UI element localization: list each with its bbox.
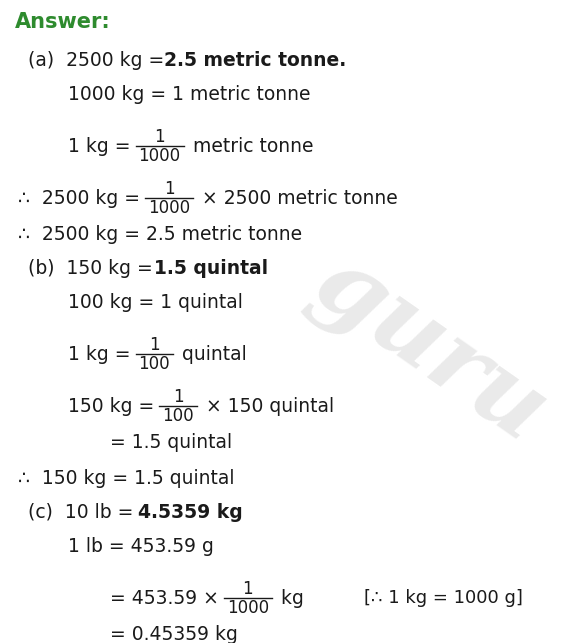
Text: 100: 100	[139, 355, 170, 373]
Text: 1: 1	[243, 580, 254, 598]
Text: [∴ 1 kg = 1000 g]: [∴ 1 kg = 1000 g]	[364, 589, 522, 607]
Text: 1 kg =: 1 kg =	[68, 136, 136, 156]
Text: × 150 quintal: × 150 quintal	[200, 397, 334, 415]
Text: 150 kg =: 150 kg =	[68, 397, 160, 415]
Text: 4.5359 kg: 4.5359 kg	[138, 502, 243, 521]
Text: (a)  2500 kg =: (a) 2500 kg =	[28, 51, 170, 69]
Text: kg: kg	[275, 588, 304, 608]
Text: 1: 1	[154, 128, 165, 146]
Text: (b)  150 kg =: (b) 150 kg =	[28, 258, 159, 278]
Text: guru: guru	[296, 237, 564, 463]
Text: quintal: quintal	[176, 345, 247, 363]
Text: 1 kg =: 1 kg =	[68, 345, 136, 363]
Text: 1.5 quintal: 1.5 quintal	[154, 258, 268, 278]
Text: = 1.5 quintal: = 1.5 quintal	[110, 433, 232, 451]
Text: Answer:: Answer:	[15, 12, 111, 32]
Text: 1: 1	[173, 388, 183, 406]
Text: 2.5 metric tonne.: 2.5 metric tonne.	[164, 51, 346, 69]
Text: 1000 kg = 1 metric tonne: 1000 kg = 1 metric tonne	[68, 84, 311, 104]
Text: ∴  2500 kg = 2.5 metric tonne: ∴ 2500 kg = 2.5 metric tonne	[18, 224, 302, 244]
Text: ∴  2500 kg =: ∴ 2500 kg =	[18, 188, 146, 208]
Text: ∴  150 kg = 1.5 quintal: ∴ 150 kg = 1.5 quintal	[18, 469, 235, 487]
Text: 1 lb = 453.59 g: 1 lb = 453.59 g	[68, 536, 214, 556]
Text: (c)  10 lb =: (c) 10 lb =	[28, 502, 139, 521]
Text: 1: 1	[149, 336, 160, 354]
Text: 1: 1	[164, 180, 174, 198]
Text: = 453.59 ×: = 453.59 ×	[110, 588, 225, 608]
Text: 1000: 1000	[139, 147, 180, 165]
Text: metric tonne: metric tonne	[187, 136, 313, 156]
Text: × 2500 metric tonne: × 2500 metric tonne	[196, 188, 398, 208]
Text: 1000: 1000	[148, 199, 190, 217]
Text: 100 kg = 1 quintal: 100 kg = 1 quintal	[68, 293, 243, 311]
Text: = 0.45359 kg: = 0.45359 kg	[110, 624, 238, 643]
Text: 100: 100	[162, 407, 194, 425]
Text: 1000: 1000	[227, 599, 269, 617]
